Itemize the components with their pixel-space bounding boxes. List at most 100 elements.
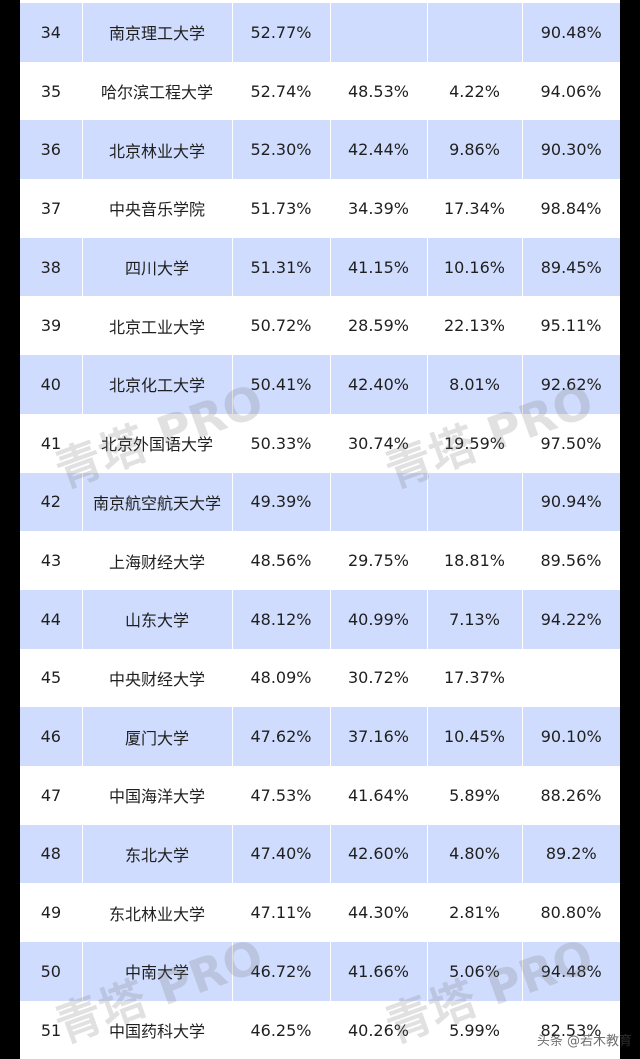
rate-1-cell: 51.31% [232,237,331,297]
table-row: 47 中国海洋大学 47.53% 41.64% 5.89% 88.26% [20,766,620,825]
rate-2-cell: 48.53% [347,81,409,101]
university-name-cell: 中国海洋大学 [108,787,205,807]
rate-1-cell: 47.62% [232,707,331,766]
rate-2-cell: 34.39% [347,198,409,218]
university-name-cell: 北京林业大学 [82,120,233,180]
rate-4-cell: 90.30% [522,120,620,180]
rate-1-cell: 46.25% [250,1020,312,1040]
rate-1-cell: 47.11% [250,903,312,923]
rate-3-cell: 9.86% [427,120,523,180]
rate-3-cell: 18.81% [443,551,505,571]
rank-cell: 34 [20,3,83,62]
rate-2-cell: 30.74% [347,433,409,453]
rate-3-cell: 17.34% [443,198,505,218]
university-name-cell: 中央财经大学 [108,669,205,689]
rank-cell: 40 [20,355,83,414]
rate-3-cell: 22.13% [443,316,505,336]
rate-4-cell: 94.06% [540,81,602,101]
rate-4-cell: 98.84% [540,198,602,218]
rate-4-cell: 80.80% [540,903,602,923]
rate-3-cell: 7.13% [427,589,523,649]
table-row: 37 中央音乐学院 51.73% 34.39% 17.34% 98.84% [20,179,620,238]
table-row: 48 东北大学 47.40% 42.60% 4.80% 89.2% [20,824,620,884]
university-name-cell: 中央音乐学院 [108,200,205,220]
rate-3-cell: 4.80% [427,824,523,884]
table-row: 45 中央财经大学 48.09% 30.72% 17.37% [20,649,620,708]
rate-1-cell: 52.77% [232,3,331,62]
rate-4-cell: 90.10% [522,707,620,766]
rate-2-cell: 37.16% [330,707,428,766]
rate-4-cell: 89.45% [522,237,620,297]
rate-1-cell: 48.12% [232,589,331,649]
source-tag: 头条 @若木教育 [536,1034,632,1049]
rank-cell: 47 [40,785,62,805]
rate-2-cell: 30.72% [347,668,409,688]
table-row: 44 山东大学 48.12% 40.99% 7.13% 94.22% [20,589,620,649]
rank-cell: 35 [40,81,62,101]
rate-2-cell: 41.15% [330,237,428,297]
rate-3-cell: 10.45% [427,707,523,766]
rate-4-cell: 94.22% [522,589,620,649]
rate-3-cell: 10.16% [427,237,523,297]
rate-2-cell [330,3,428,62]
rank-cell: 39 [40,316,62,336]
rate-4-cell: 88.26% [540,785,602,805]
rate-4-cell: 89.2% [522,824,620,884]
rate-2-cell: 41.64% [347,785,409,805]
rank-cell: 37 [40,198,62,218]
university-name-cell: 四川大学 [82,237,233,297]
university-name-cell: 南京理工大学 [82,3,233,62]
table-row: 39 北京工业大学 50.72% 28.59% 22.13% 95.11% [20,296,620,355]
rate-4-cell: 90.94% [522,472,620,532]
rank-cell: 36 [20,120,83,180]
rank-cell: 42 [20,472,83,532]
rate-2-cell: 44.30% [347,903,409,923]
university-name-cell: 山东大学 [82,589,233,649]
rate-1-cell: 52.74% [250,81,312,101]
rate-3-cell: 17.37% [443,668,505,688]
university-name-cell: 东北林业大学 [108,904,205,924]
rate-4-cell: 89.56% [540,551,602,571]
university-name-cell: 北京外国语大学 [100,435,213,455]
table-row: 42 南京航空航天大学 49.39% 90.94% [20,472,620,532]
table-row: 35 哈尔滨工程大学 52.74% 48.53% 4.22% 94.06% [20,62,620,121]
rank-cell: 50 [20,942,83,1001]
table-row: 50 中南大学 46.72% 41.66% 5.06% 94.48% [20,942,620,1001]
rank-cell: 46 [20,707,83,766]
rate-3-cell: 5.06% [427,942,523,1001]
university-name-cell: 哈尔滨工程大学 [100,83,213,103]
rate-3-cell: 5.99% [449,1020,500,1040]
rate-2-cell [330,472,428,532]
table-row: 46 厦门大学 47.62% 37.16% 10.45% 90.10% [20,707,620,766]
rate-1-cell: 49.39% [232,472,331,532]
table-row: 40 北京化工大学 50.41% 42.40% 8.01% 92.62% [20,355,620,414]
ranking-table-body: 34 南京理工大学 52.77% 90.48% 35 哈尔滨工程大学 52.74% 48.53… [20,3,620,1059]
rate-1-cell: 48.09% [250,668,312,688]
table-row: 49 东北林业大学 47.11% 44.30% 2.81% 80.80% [20,883,620,942]
rate-2-cell: 41.66% [330,942,428,1001]
ranking-table: 34 南京理工大学 52.77% 90.48% 35 哈尔滨工程大学 52.74% 48.53… [20,3,620,1059]
table-row: 43 上海财经大学 48.56% 29.75% 18.81% 89.56% [20,531,620,590]
rate-3-cell: 5.89% [449,785,500,805]
rank-cell: 44 [20,589,83,649]
rate-2-cell: 28.59% [347,316,409,336]
rank-cell: 51 [40,1020,62,1040]
university-name-cell: 中南大学 [82,942,233,1001]
rate-2-cell: 42.60% [330,824,428,884]
rank-cell: 38 [20,237,83,297]
rate-3-cell: 19.59% [443,433,505,453]
rate-1-cell: 51.73% [250,198,312,218]
table-row: 36 北京林业大学 52.30% 42.44% 9.86% 90.30% [20,120,620,180]
university-name-cell: 中国药科大学 [108,1022,205,1042]
rate-3-cell: 4.22% [449,81,500,101]
rate-4-cell: 92.62% [522,355,620,414]
rate-2-cell: 29.75% [347,551,409,571]
rate-3-cell [427,3,523,62]
rate-2-cell: 42.44% [330,120,428,180]
university-name-cell: 北京化工大学 [82,355,233,414]
rate-1-cell: 50.72% [250,316,312,336]
rate-4-cell [522,649,620,708]
table-row: 34 南京理工大学 52.77% 90.48% [20,3,620,62]
rank-cell: 49 [40,903,62,923]
university-name-cell: 上海财经大学 [108,552,205,572]
